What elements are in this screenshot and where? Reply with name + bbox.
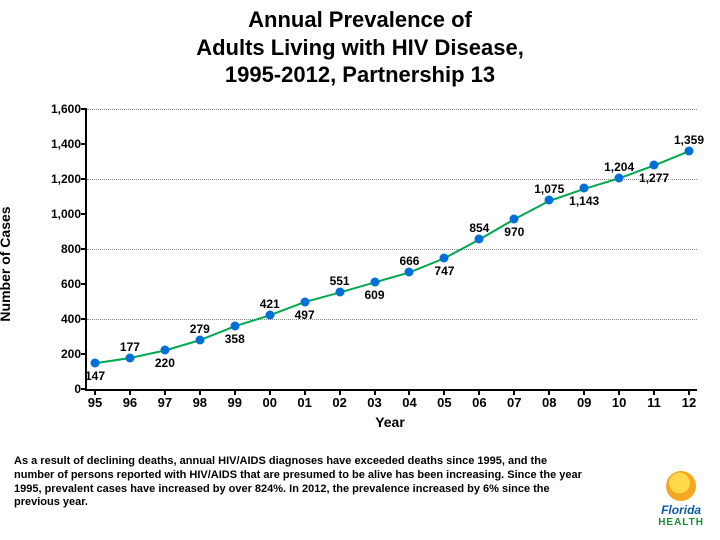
data-point [440,253,449,262]
data-label: 279 [190,322,210,336]
x-tick-mark [548,389,550,395]
data-point [580,184,589,193]
data-point [405,267,414,276]
logo-text-florida: Florida [661,503,701,517]
data-point [685,146,694,155]
x-tick-mark [304,389,306,395]
data-label: 177 [120,340,140,354]
data-label: 1,277 [639,171,669,185]
x-tick-mark [653,389,655,395]
x-tick-mark [234,389,236,395]
x-tick-mark [688,389,690,395]
plot-region: 02004006008001,0001,2001,4001,6009596979… [85,109,697,391]
x-tick-mark [513,389,515,395]
x-tick-mark [269,389,271,395]
data-point [91,358,100,367]
data-point [160,346,169,355]
data-point [615,173,624,182]
data-label: 747 [434,264,454,278]
data-point [510,214,519,223]
title-line-3: 1995-2012, Partnership 13 [0,61,720,89]
chart-area: Number of Cases 02004006008001,0001,2001… [15,99,705,429]
x-tick-mark [374,389,376,395]
x-tick-mark [94,389,96,395]
data-label: 421 [260,297,280,311]
data-label: 1,359 [674,133,704,147]
chart-title: Annual Prevalence of Adults Living with … [0,6,720,89]
data-point [545,196,554,205]
data-label: 497 [295,308,315,322]
title-line-1: Annual Prevalence of [0,6,720,34]
florida-health-logo: Florida HEALTH [658,471,704,528]
x-tick-mark [408,389,410,395]
caption-text: As a result of declining deaths, annual … [14,455,584,535]
data-point [475,235,484,244]
data-label: 854 [469,221,489,235]
data-point [265,310,274,319]
data-label: 551 [330,274,350,288]
y-axis-label: Number of Cases [0,206,13,321]
x-tick-mark [478,389,480,395]
x-tick-mark [164,389,166,395]
title-line-2: Adults Living with HIV Disease, [0,34,720,62]
data-label: 1,204 [604,160,634,174]
data-point [370,277,379,286]
data-point [335,288,344,297]
data-label: 147 [85,369,105,383]
data-label: 358 [225,332,245,346]
data-label: 1,075 [534,182,564,196]
data-label: 666 [399,254,419,268]
data-point [300,297,309,306]
data-label: 609 [365,288,385,302]
x-tick-mark [618,389,620,395]
logo-text-health: HEALTH [658,517,704,528]
x-axis-label: Year [85,414,695,430]
x-tick-mark [443,389,445,395]
data-point [650,161,659,170]
series-line [95,151,689,363]
data-point [125,353,134,362]
x-tick-mark [199,389,201,395]
data-label: 1,143 [569,194,599,208]
sun-icon [666,471,696,501]
data-label: 220 [155,356,175,370]
data-point [230,321,239,330]
data-point [195,335,204,344]
line-layer [87,109,697,389]
x-tick-mark [339,389,341,395]
data-label: 970 [504,225,524,239]
x-tick-mark [583,389,585,395]
x-tick-mark [129,389,131,395]
